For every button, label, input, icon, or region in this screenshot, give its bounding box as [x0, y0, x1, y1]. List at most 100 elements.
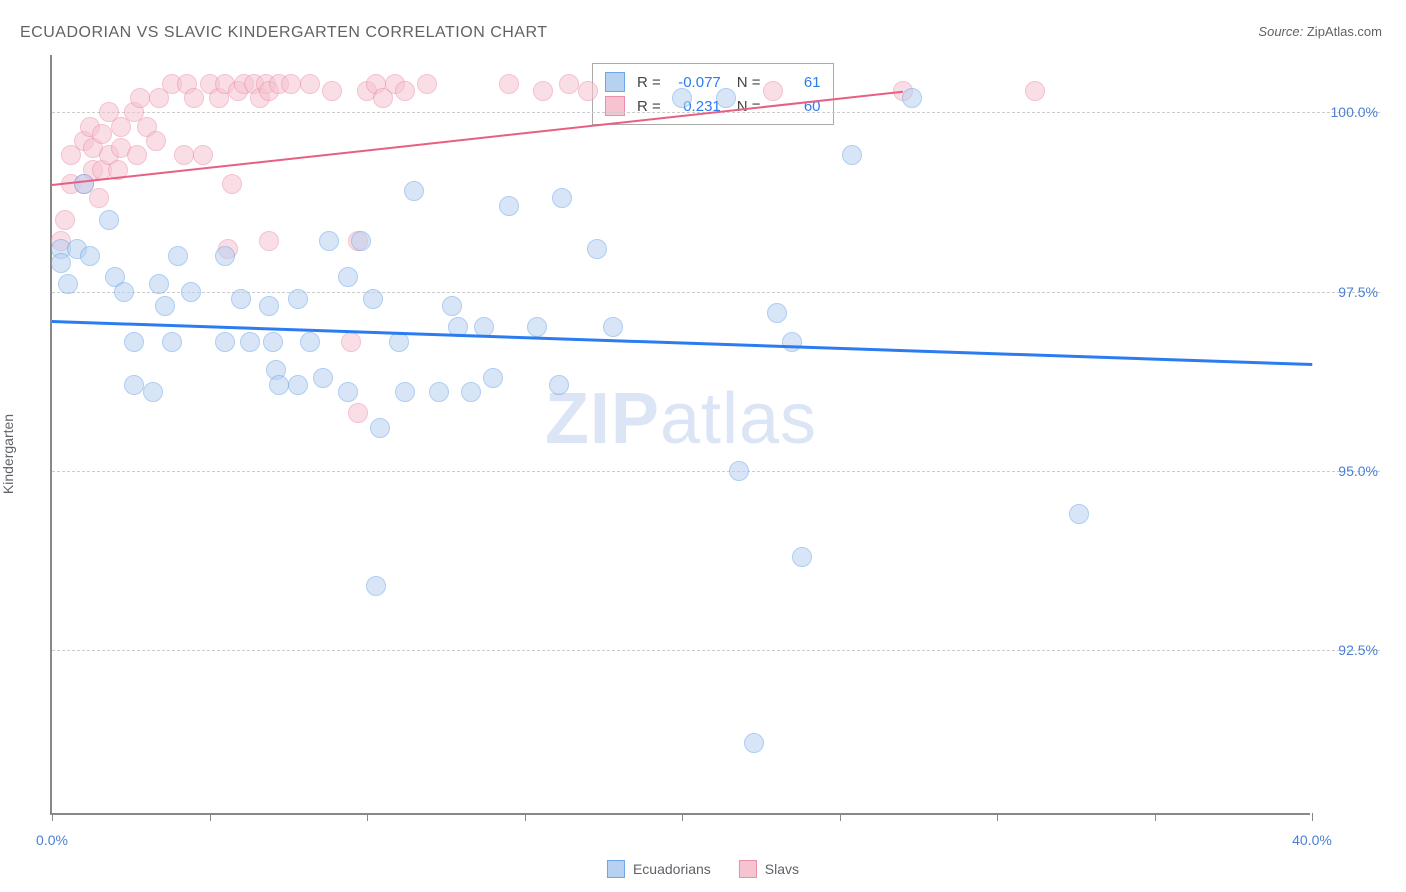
data-point-slavs	[300, 74, 320, 94]
data-point-ecuadorians	[313, 368, 333, 388]
data-point-ecuadorians	[240, 332, 260, 352]
data-point-ecuadorians	[351, 231, 371, 251]
stats-legend-box: R = -0.077 N = 61 R = 0.231 N = 60	[592, 63, 834, 125]
data-point-slavs	[417, 74, 437, 94]
data-point-ecuadorians	[231, 289, 251, 309]
legend-swatch-ecuadorians	[607, 860, 625, 878]
y-tick-label: 97.5%	[1338, 284, 1378, 300]
data-point-ecuadorians	[587, 239, 607, 259]
data-point-ecuadorians	[288, 289, 308, 309]
legend-item-ecuadorians: Ecuadorians	[607, 860, 711, 878]
data-point-ecuadorians	[483, 368, 503, 388]
x-tick	[210, 813, 211, 821]
data-point-slavs	[348, 403, 368, 423]
x-tick	[1312, 813, 1313, 821]
data-point-ecuadorians	[51, 253, 71, 273]
data-point-slavs	[127, 145, 147, 165]
data-point-ecuadorians	[363, 289, 383, 309]
data-point-slavs	[499, 74, 519, 94]
data-point-slavs	[146, 131, 166, 151]
data-point-ecuadorians	[155, 296, 175, 316]
data-point-ecuadorians	[58, 274, 78, 294]
data-point-slavs	[281, 74, 301, 94]
data-point-ecuadorians	[114, 282, 134, 302]
data-point-ecuadorians	[389, 332, 409, 352]
stats-row: R = 0.231 N = 60	[605, 94, 821, 118]
data-point-ecuadorians	[782, 332, 802, 352]
x-tick	[840, 813, 841, 821]
data-point-ecuadorians	[99, 210, 119, 230]
data-point-slavs	[222, 174, 242, 194]
data-point-ecuadorians	[74, 174, 94, 194]
data-point-slavs	[193, 145, 213, 165]
legend-label: Ecuadorians	[633, 861, 711, 877]
legend-item-slavs: Slavs	[739, 860, 799, 878]
data-point-slavs	[130, 88, 150, 108]
data-point-ecuadorians	[429, 382, 449, 402]
data-point-slavs	[533, 81, 553, 101]
data-point-ecuadorians	[263, 332, 283, 352]
data-point-ecuadorians	[527, 317, 547, 337]
data-point-ecuadorians	[143, 382, 163, 402]
y-axis-label: Kindergarten	[0, 414, 16, 494]
bottom-legend: Ecuadorians Slavs	[607, 860, 799, 878]
watermark: ZIPatlas	[545, 378, 817, 460]
stat-r-label: R =	[637, 74, 661, 91]
gridline	[52, 292, 1380, 293]
data-point-ecuadorians	[149, 274, 169, 294]
data-point-ecuadorians	[404, 181, 424, 201]
data-point-ecuadorians	[288, 375, 308, 395]
data-point-ecuadorians	[767, 303, 787, 323]
y-tick-label: 100.0%	[1331, 104, 1378, 120]
data-point-ecuadorians	[744, 733, 764, 753]
data-point-slavs	[1025, 81, 1045, 101]
gridline	[52, 471, 1380, 472]
data-point-ecuadorians	[259, 296, 279, 316]
data-point-ecuadorians	[716, 88, 736, 108]
data-point-slavs	[89, 188, 109, 208]
data-point-ecuadorians	[370, 418, 390, 438]
x-tick	[52, 813, 53, 821]
data-point-ecuadorians	[319, 231, 339, 251]
data-point-ecuadorians	[124, 332, 144, 352]
plot-area: ZIPatlas R = -0.077 N = 61 R = 0.231 N =…	[50, 55, 1310, 815]
source-value: ZipAtlas.com	[1307, 24, 1382, 39]
data-point-ecuadorians	[215, 332, 235, 352]
data-point-ecuadorians	[442, 296, 462, 316]
chart-title: ECUADORIAN VS SLAVIC KINDERGARTEN CORREL…	[20, 24, 548, 42]
data-point-slavs	[578, 81, 598, 101]
data-point-slavs	[55, 210, 75, 230]
data-point-slavs	[92, 124, 112, 144]
legend-swatch-slavs	[739, 860, 757, 878]
x-tick	[997, 813, 998, 821]
data-point-slavs	[174, 145, 194, 165]
x-tick	[367, 813, 368, 821]
data-point-slavs	[184, 88, 204, 108]
data-point-slavs	[763, 81, 783, 101]
x-tick	[1155, 813, 1156, 821]
stats-swatch-ecuadorians	[605, 72, 625, 92]
data-point-ecuadorians	[181, 282, 201, 302]
data-point-ecuadorians	[269, 375, 289, 395]
data-point-ecuadorians	[552, 188, 572, 208]
y-tick-label: 95.0%	[1338, 463, 1378, 479]
data-point-slavs	[395, 81, 415, 101]
data-point-ecuadorians	[124, 375, 144, 395]
x-tick	[682, 813, 683, 821]
chart-container: ZIPatlas R = -0.077 N = 61 R = 0.231 N =…	[50, 55, 1380, 815]
x-tick-label: 0.0%	[36, 832, 68, 848]
data-point-ecuadorians	[792, 547, 812, 567]
source-attribution: Source: ZipAtlas.com	[1258, 24, 1382, 39]
watermark-light: atlas	[660, 379, 817, 459]
stats-row: R = -0.077 N = 61	[605, 70, 821, 94]
data-point-ecuadorians	[549, 375, 569, 395]
data-point-ecuadorians	[499, 196, 519, 216]
x-tick	[525, 813, 526, 821]
data-point-ecuadorians	[729, 461, 749, 481]
data-point-ecuadorians	[461, 382, 481, 402]
data-point-ecuadorians	[338, 382, 358, 402]
data-point-ecuadorians	[215, 246, 235, 266]
data-point-ecuadorians	[603, 317, 623, 337]
legend-label: Slavs	[765, 861, 799, 877]
data-point-slavs	[259, 231, 279, 251]
